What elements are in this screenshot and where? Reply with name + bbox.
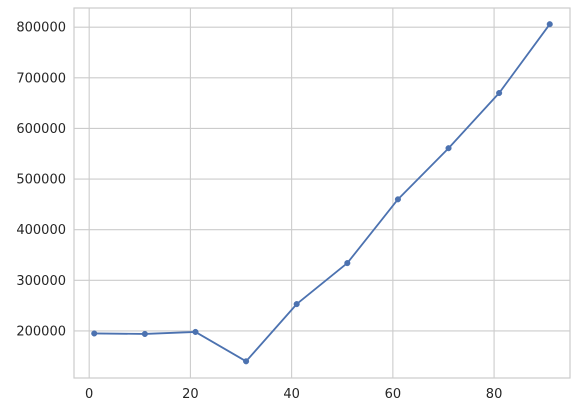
- data-point: [445, 145, 452, 152]
- x-tick-label: 20: [182, 387, 199, 402]
- data-point: [394, 196, 401, 203]
- y-tick-label: 400000: [16, 223, 66, 238]
- series-layer: [91, 21, 553, 365]
- y-tick-label: 600000: [16, 122, 66, 137]
- y-tick-label: 700000: [16, 71, 66, 86]
- x-tick-label: 40: [283, 387, 300, 402]
- y-tick-label: 500000: [16, 173, 66, 188]
- x-tick-label: 0: [85, 387, 93, 402]
- data-point: [546, 21, 553, 28]
- data-point: [293, 301, 300, 308]
- data-point: [496, 89, 503, 97]
- data-point: [243, 358, 250, 365]
- y-tick-label: 800000: [16, 21, 66, 36]
- axes-frame: [73, 7, 571, 379]
- x-tick-labels: 0 20 40 60 80: [85, 387, 502, 402]
- plot-background: [74, 8, 570, 378]
- data-point: [141, 330, 148, 338]
- x-tick-label: 60: [385, 387, 402, 402]
- series-line: [94, 23, 551, 363]
- data-point: [192, 328, 199, 335]
- data-point: [344, 260, 351, 267]
- y-tick-label: 300000: [16, 274, 66, 289]
- y-tick-labels: 200000 300000 400000 500000 600000 700000 8000…: [16, 21, 66, 340]
- data-point: [91, 330, 98, 337]
- grid-lines: [74, 8, 570, 378]
- y-tick-label: 200000: [16, 324, 66, 339]
- x-tick-label: 80: [486, 387, 503, 402]
